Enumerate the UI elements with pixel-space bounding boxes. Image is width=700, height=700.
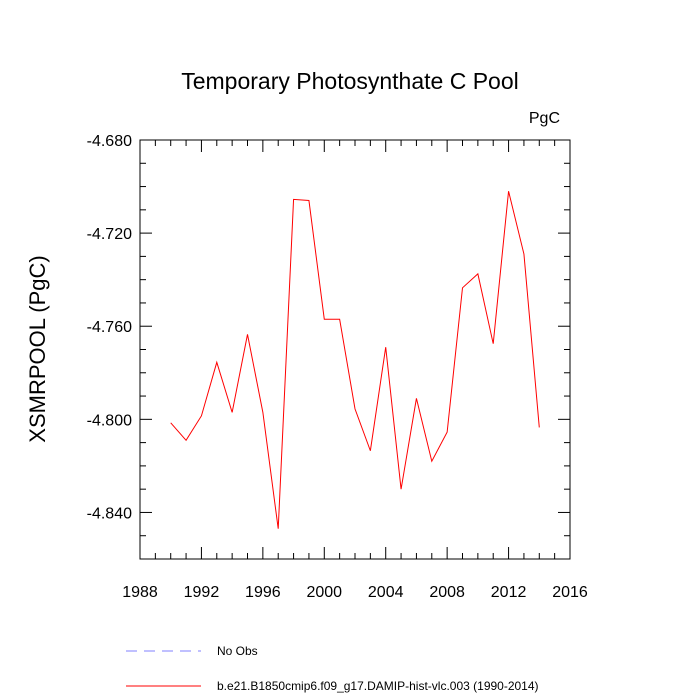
axis-tick-labels: 1988 1992 1996 2000 2004 2008 2012 2016 -4.840 -4… [87,133,588,601]
x-tick-label: 2012 [491,584,527,601]
y-axis-label: XSMRPOOL (PgC) [25,255,50,442]
x-tick-label: 2016 [552,584,588,601]
y-tick-label: -4.760 [87,319,132,336]
x-tick-label: 1996 [245,584,281,601]
x-tick-label: 2008 [429,584,465,601]
x-tick-label: 1988 [122,584,158,601]
units-label: PgC [529,110,560,127]
plot-frame [139,139,571,560]
legend: No Obs b.e21.B1850cmip6.f09_g17.DAMIP-his… [126,644,539,693]
axis-ticks [139,139,571,560]
series-layer [170,191,540,529]
series-line-0 [170,191,540,529]
x-tick-label: 2004 [368,584,404,601]
y-tick-label: -4.800 [87,412,132,429]
legend-label-1: No Obs [217,644,258,658]
y-tick-label: -4.840 [87,505,132,522]
chart-title: Temporary Photosynthate C Pool [181,68,519,94]
x-tick-label: 1992 [184,584,220,601]
y-tick-label: -4.720 [87,226,132,243]
y-tick-label: -4.680 [87,133,132,150]
x-tick-label: 2000 [306,584,342,601]
legend-label-0: b.e21.B1850cmip6.f09_g17.DAMIP-hist-vlc.… [217,679,539,693]
